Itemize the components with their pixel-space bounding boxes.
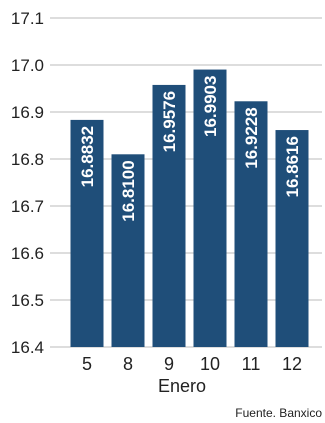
x-axis-label: Enero <box>158 376 206 396</box>
y-axis-ticks: 16.4 16.5 16.6 16.7 16.8 16.9 17.0 17.1 <box>11 9 44 357</box>
x-tick-label: 9 <box>164 354 174 374</box>
y-tick-label: 16.7 <box>11 197 44 216</box>
bars <box>70 69 309 348</box>
bar-value-label: 16.8616 <box>283 136 302 197</box>
bar-value-label: 16.9576 <box>160 91 179 152</box>
bar-value-label: 16.8832 <box>78 126 97 187</box>
bar <box>111 154 145 347</box>
bar-value-label: 16.8100 <box>119 160 138 221</box>
bar-value-label: 16.9903 <box>201 76 220 137</box>
bar <box>234 101 268 347</box>
x-tick-label: 12 <box>282 354 302 374</box>
x-tick-label: 5 <box>82 354 92 374</box>
bar <box>275 130 309 347</box>
bar <box>152 84 186 347</box>
x-axis-ticks: 5 8 9 10 11 12 <box>82 354 302 374</box>
y-tick-label: 16.8 <box>11 150 44 169</box>
x-tick-label: 11 <box>242 354 261 374</box>
bar <box>70 119 104 348</box>
y-tick-label: 17.0 <box>11 56 44 75</box>
bar <box>193 69 227 348</box>
bar-value-label: 16.9228 <box>242 107 261 168</box>
source-note: Fuente. Banxico <box>235 406 322 420</box>
bar-value-labels: 16.8832 16.8100 16.9576 16.9903 16.9228 16.86… <box>78 76 302 222</box>
y-tick-label: 16.6 <box>11 244 44 263</box>
y-tick-label: 16.4 <box>11 338 44 357</box>
y-tick-label: 16.9 <box>11 103 44 122</box>
x-tick-label: 8 <box>123 354 133 374</box>
y-tick-label: 16.5 <box>11 291 44 310</box>
x-tick-label: 10 <box>200 354 220 374</box>
y-tick-label: 17.1 <box>11 9 44 28</box>
